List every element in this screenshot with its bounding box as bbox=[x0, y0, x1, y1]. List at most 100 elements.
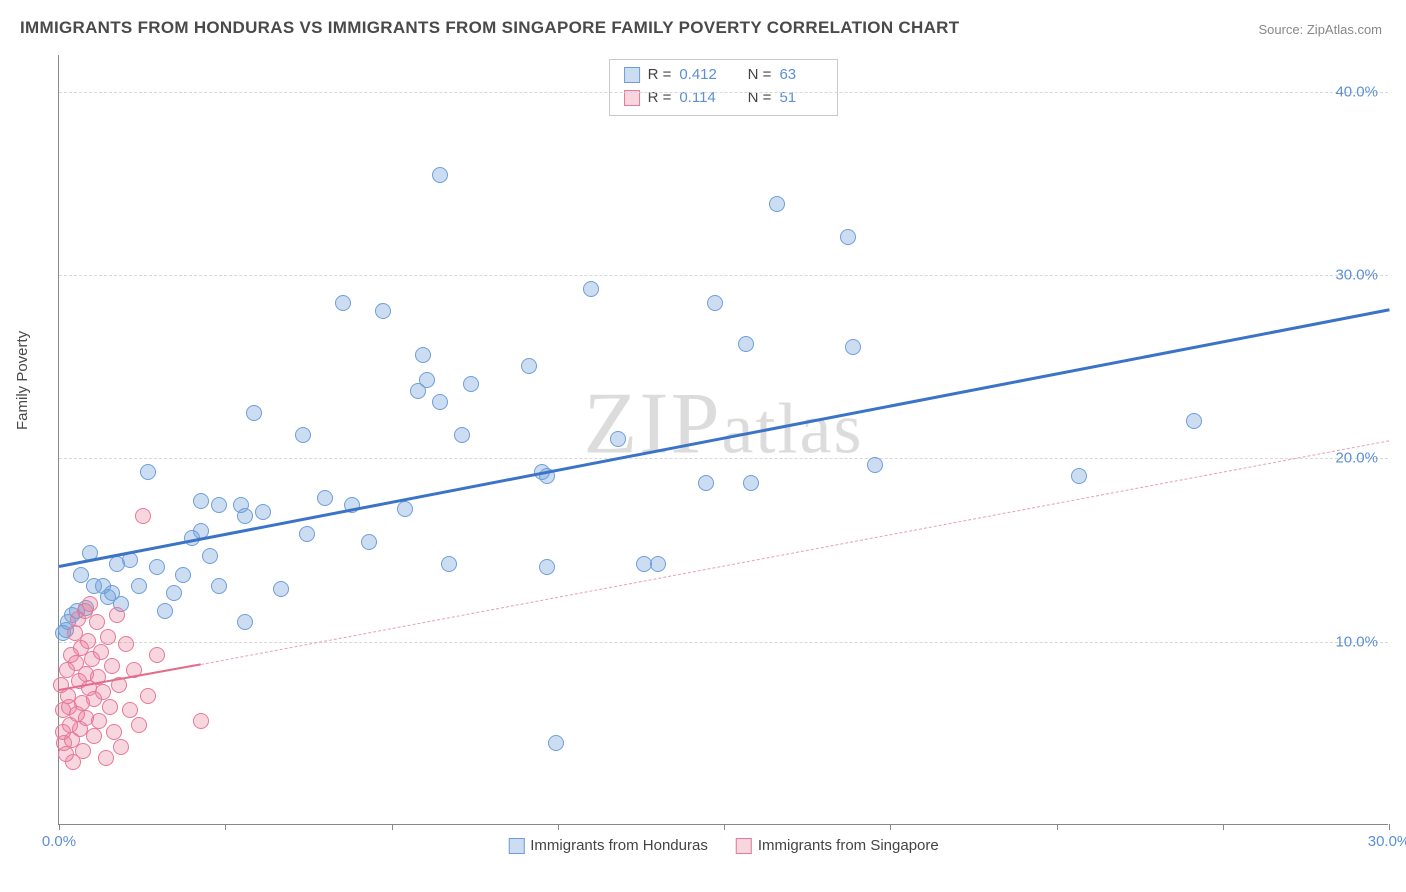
data-point bbox=[175, 567, 191, 583]
data-point bbox=[131, 717, 147, 733]
x-tick bbox=[1389, 824, 1390, 830]
data-point bbox=[131, 578, 147, 594]
data-point bbox=[335, 295, 351, 311]
x-tick bbox=[392, 824, 393, 830]
correlation-stats-box: R = 0.412 N = 63 R = 0.114 N = 51 bbox=[609, 59, 839, 116]
n-label: N = bbox=[748, 87, 772, 110]
data-point bbox=[102, 699, 118, 715]
x-tick-label: 30.0% bbox=[1368, 833, 1406, 850]
x-tick bbox=[558, 824, 559, 830]
data-point bbox=[610, 431, 626, 447]
data-point bbox=[1071, 468, 1087, 484]
data-point bbox=[109, 607, 125, 623]
data-point bbox=[246, 405, 262, 421]
data-point bbox=[463, 376, 479, 392]
r-label: R = bbox=[648, 64, 672, 87]
data-point bbox=[707, 295, 723, 311]
data-point bbox=[75, 743, 91, 759]
trend-line bbox=[59, 308, 1390, 568]
data-point bbox=[122, 702, 138, 718]
data-point bbox=[93, 644, 109, 660]
y-axis-label: Family Poverty bbox=[14, 331, 31, 430]
x-tick bbox=[59, 824, 60, 830]
data-point bbox=[211, 497, 227, 513]
data-point bbox=[769, 196, 785, 212]
stats-row: R = 0.114 N = 51 bbox=[624, 87, 824, 110]
legend: Immigrants from Honduras Immigrants from … bbox=[508, 837, 938, 854]
data-point bbox=[397, 501, 413, 517]
data-point bbox=[82, 596, 98, 612]
legend-item: Immigrants from Honduras bbox=[508, 837, 708, 854]
scatter-chart: ZIPatlas R =0.412 N =63R =0.114 N =51 Im… bbox=[58, 55, 1388, 825]
legend-swatch bbox=[508, 838, 524, 854]
data-point bbox=[738, 336, 754, 352]
data-point bbox=[193, 493, 209, 509]
data-point bbox=[106, 724, 122, 740]
data-point bbox=[845, 339, 861, 355]
gridline bbox=[59, 642, 1388, 643]
data-point bbox=[149, 647, 165, 663]
data-point bbox=[375, 303, 391, 319]
data-point bbox=[73, 567, 89, 583]
legend-swatch bbox=[736, 838, 752, 854]
data-point bbox=[548, 735, 564, 751]
data-point bbox=[840, 229, 856, 245]
legend-label: Immigrants from Honduras bbox=[530, 837, 708, 854]
x-tick bbox=[1223, 824, 1224, 830]
data-point bbox=[135, 508, 151, 524]
data-point bbox=[432, 167, 448, 183]
x-tick bbox=[890, 824, 891, 830]
data-point bbox=[273, 581, 289, 597]
gridline bbox=[59, 275, 1388, 276]
n-value: 51 bbox=[779, 87, 823, 110]
legend-item: Immigrants from Singapore bbox=[736, 837, 939, 854]
data-point bbox=[166, 585, 182, 601]
data-point bbox=[211, 578, 227, 594]
data-point bbox=[539, 559, 555, 575]
data-point bbox=[432, 394, 448, 410]
legend-label: Immigrants from Singapore bbox=[758, 837, 939, 854]
data-point bbox=[149, 559, 165, 575]
y-tick-label: 10.0% bbox=[1335, 633, 1378, 650]
data-point bbox=[118, 636, 134, 652]
data-point bbox=[237, 508, 253, 524]
data-point bbox=[521, 358, 537, 374]
data-point bbox=[202, 548, 218, 564]
x-tick bbox=[1057, 824, 1058, 830]
data-point bbox=[299, 526, 315, 542]
n-value: 63 bbox=[779, 64, 823, 87]
r-label: R = bbox=[648, 87, 672, 110]
r-value: 0.412 bbox=[679, 64, 723, 87]
data-point bbox=[295, 427, 311, 443]
stats-row: R = 0.412 N = 63 bbox=[624, 64, 824, 87]
data-point bbox=[583, 281, 599, 297]
data-point bbox=[140, 688, 156, 704]
n-label: N = bbox=[748, 64, 772, 87]
data-point bbox=[86, 728, 102, 744]
data-point bbox=[255, 504, 271, 520]
data-point bbox=[743, 475, 759, 491]
trend-line bbox=[201, 440, 1389, 665]
data-point bbox=[237, 614, 253, 630]
data-point bbox=[91, 713, 107, 729]
x-tick bbox=[724, 824, 725, 830]
watermark: ZIPatlas bbox=[584, 374, 864, 475]
data-point bbox=[95, 684, 111, 700]
data-point bbox=[415, 347, 431, 363]
data-point bbox=[867, 457, 883, 473]
data-point bbox=[650, 556, 666, 572]
legend-swatch bbox=[624, 67, 640, 83]
data-point bbox=[113, 739, 129, 755]
data-point bbox=[698, 475, 714, 491]
y-tick-label: 30.0% bbox=[1335, 267, 1378, 284]
data-point bbox=[441, 556, 457, 572]
data-point bbox=[100, 629, 116, 645]
r-value: 0.114 bbox=[679, 87, 723, 110]
chart-title: IMMIGRANTS FROM HONDURAS VS IMMIGRANTS F… bbox=[20, 18, 959, 38]
y-tick-label: 20.0% bbox=[1335, 450, 1378, 467]
x-tick-label: 0.0% bbox=[42, 833, 76, 850]
data-point bbox=[1186, 413, 1202, 429]
data-point bbox=[157, 603, 173, 619]
source-attribution: Source: ZipAtlas.com bbox=[1258, 22, 1382, 37]
x-tick bbox=[225, 824, 226, 830]
